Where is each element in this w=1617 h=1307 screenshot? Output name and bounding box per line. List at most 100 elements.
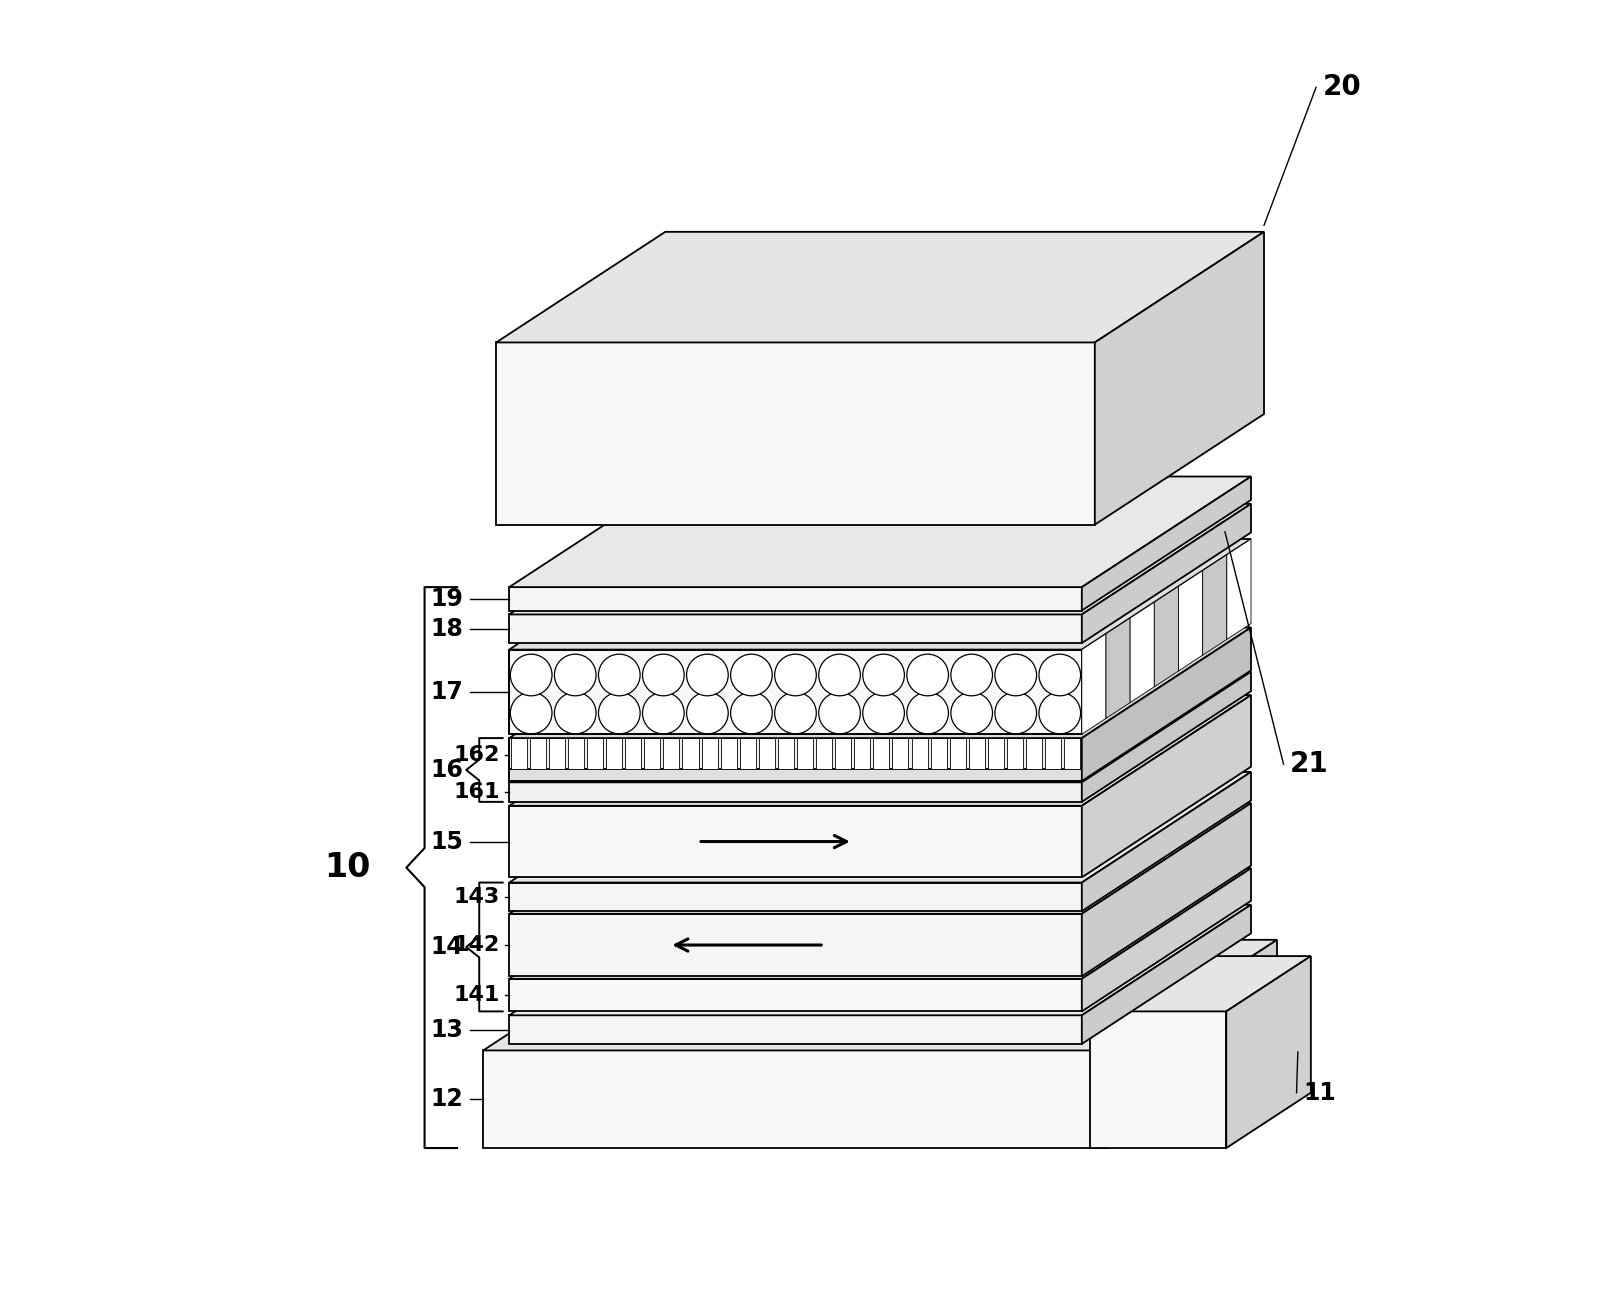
Polygon shape <box>548 738 564 769</box>
Polygon shape <box>1045 738 1061 769</box>
Polygon shape <box>1027 738 1041 769</box>
Circle shape <box>598 654 640 695</box>
Polygon shape <box>483 1051 1108 1148</box>
Polygon shape <box>1090 957 1311 1012</box>
Text: 161: 161 <box>453 782 500 802</box>
Polygon shape <box>854 738 870 769</box>
Polygon shape <box>568 738 584 769</box>
Polygon shape <box>797 738 813 769</box>
Polygon shape <box>509 503 1252 614</box>
Polygon shape <box>1082 627 1252 782</box>
Text: 21: 21 <box>1290 750 1329 778</box>
Polygon shape <box>644 738 660 769</box>
Polygon shape <box>817 738 833 769</box>
Polygon shape <box>496 231 1264 342</box>
Text: 19: 19 <box>430 587 464 610</box>
Polygon shape <box>1082 804 1252 976</box>
Polygon shape <box>893 738 909 769</box>
Polygon shape <box>509 882 1082 911</box>
Circle shape <box>994 654 1036 695</box>
Polygon shape <box>702 738 718 769</box>
Polygon shape <box>530 738 547 769</box>
Polygon shape <box>1203 554 1227 655</box>
Circle shape <box>511 693 551 733</box>
Polygon shape <box>758 738 775 769</box>
Polygon shape <box>988 738 1004 769</box>
Polygon shape <box>509 695 1252 806</box>
Circle shape <box>863 693 904 733</box>
Polygon shape <box>509 650 1082 735</box>
Polygon shape <box>682 738 699 769</box>
Circle shape <box>687 693 728 733</box>
Polygon shape <box>836 738 851 769</box>
Polygon shape <box>1082 477 1252 610</box>
Text: 141: 141 <box>454 985 500 1005</box>
Text: 14: 14 <box>430 935 464 959</box>
Polygon shape <box>1007 738 1024 769</box>
Circle shape <box>775 654 817 695</box>
Polygon shape <box>1155 587 1179 686</box>
Polygon shape <box>509 1016 1082 1044</box>
Circle shape <box>642 693 684 733</box>
Circle shape <box>555 693 597 733</box>
Polygon shape <box>1179 571 1203 670</box>
Polygon shape <box>1108 940 1277 1148</box>
Text: 15: 15 <box>430 830 464 853</box>
Polygon shape <box>1082 695 1252 877</box>
Polygon shape <box>509 914 1082 976</box>
Polygon shape <box>721 738 737 769</box>
Polygon shape <box>1082 503 1252 643</box>
Polygon shape <box>1082 634 1106 735</box>
Text: 20: 20 <box>1323 73 1362 102</box>
Polygon shape <box>1082 904 1252 1044</box>
Polygon shape <box>509 806 1082 877</box>
Polygon shape <box>1064 738 1080 769</box>
Polygon shape <box>1082 772 1252 911</box>
Polygon shape <box>587 738 603 769</box>
Polygon shape <box>509 614 1082 643</box>
Polygon shape <box>509 868 1252 979</box>
Polygon shape <box>483 940 1277 1051</box>
Polygon shape <box>509 738 1082 782</box>
Circle shape <box>731 693 773 733</box>
Text: 18: 18 <box>430 617 464 640</box>
Polygon shape <box>626 738 642 769</box>
Circle shape <box>598 693 640 733</box>
Polygon shape <box>1090 1012 1226 1148</box>
Text: 142: 142 <box>454 935 500 955</box>
Polygon shape <box>509 769 1082 782</box>
Text: 17: 17 <box>430 680 464 704</box>
Circle shape <box>555 654 597 695</box>
Circle shape <box>951 654 993 695</box>
Polygon shape <box>511 738 527 769</box>
Circle shape <box>775 693 817 733</box>
Polygon shape <box>1130 603 1155 703</box>
Text: 13: 13 <box>430 1018 464 1042</box>
Polygon shape <box>606 738 623 769</box>
Polygon shape <box>509 904 1252 1016</box>
Polygon shape <box>969 738 985 769</box>
Circle shape <box>687 654 728 695</box>
Polygon shape <box>509 772 1252 882</box>
Text: 16: 16 <box>430 758 464 782</box>
Polygon shape <box>496 342 1095 524</box>
Polygon shape <box>509 627 1252 738</box>
Polygon shape <box>509 979 1082 1012</box>
Circle shape <box>818 654 860 695</box>
Polygon shape <box>509 783 1082 802</box>
Polygon shape <box>778 738 794 769</box>
Circle shape <box>731 654 773 695</box>
Polygon shape <box>873 738 889 769</box>
Polygon shape <box>1226 957 1311 1148</box>
Text: 11: 11 <box>1303 1081 1336 1104</box>
Circle shape <box>1040 654 1080 695</box>
Polygon shape <box>509 538 1252 650</box>
Polygon shape <box>509 477 1252 587</box>
Polygon shape <box>509 804 1252 914</box>
Circle shape <box>951 693 993 733</box>
Circle shape <box>818 693 860 733</box>
Polygon shape <box>509 672 1252 783</box>
Polygon shape <box>663 738 679 769</box>
Polygon shape <box>1082 868 1252 1012</box>
Circle shape <box>642 654 684 695</box>
